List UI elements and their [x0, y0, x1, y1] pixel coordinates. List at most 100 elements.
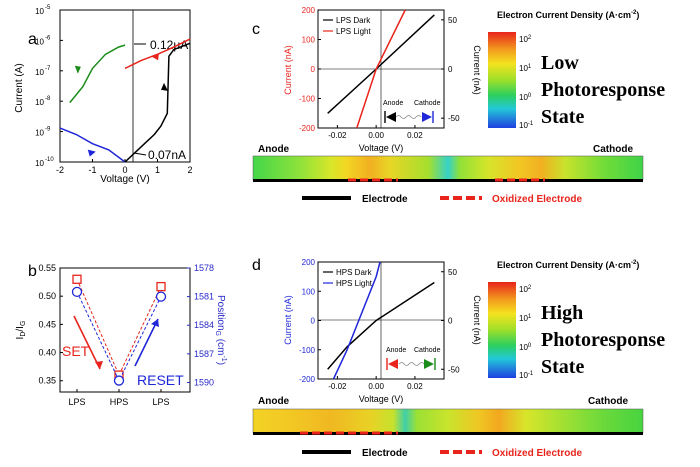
panel-a-ytick-exp-2: -7: [45, 66, 51, 72]
panel-c-ytick-left-label-1: 100: [302, 36, 316, 45]
panel-a-xtick-label-2: 0: [122, 165, 127, 175]
panel-a-xtick-label-1: -1: [88, 165, 96, 175]
panel-d-colorbar-title: Electron Current Density (A·cm-2): [497, 260, 639, 270]
panel-b-ytick-left-label-3: 0.40: [38, 348, 56, 358]
panel-d-cbar-tick-3: 10-1: [519, 371, 534, 380]
panel-d-current-density-map: [252, 408, 644, 434]
panel-b-ytick-right-label-2: 1584: [194, 320, 214, 330]
panel-label-d: d: [252, 257, 261, 274]
panel-a-ytick-label-5: 10: [35, 159, 44, 168]
panel-d-wire-icon: [398, 362, 425, 366]
panel-c-cathode-diode-icon: [422, 112, 432, 122]
panel-a-frame: [59, 9, 191, 163]
panel-a-ytick-label-2: 10: [35, 68, 44, 77]
panel-b-ytick-left-label-1: 0.50: [38, 291, 56, 301]
panel-d-ytick-left-label-0: 200: [302, 258, 316, 267]
panel-d-ytick-left-label-2: 0: [311, 317, 316, 326]
panel-b-ytick-right-label-4: 1590: [194, 377, 214, 387]
panel-d-ytick-right-label-0: 50: [448, 268, 457, 277]
panel-a-annotation-high: 0.12μA: [150, 38, 188, 52]
panel-c-ylabel-right: Current (nA): [472, 45, 482, 95]
panel-c-colorbar-ticks: 102 101 100 10-1: [519, 35, 534, 130]
panel-c-strip-anode: Anode: [258, 144, 290, 155]
panel-c-wire-icon: [395, 115, 422, 119]
panel-label-c: c: [252, 21, 260, 38]
panel-d-state-line-2: Photoresponse: [541, 329, 665, 351]
panel-d-cbar-tick-1: 101: [519, 314, 532, 323]
panel-d-state-line-3: State: [541, 356, 584, 378]
panel-d-strip-anode: Anode: [258, 396, 290, 407]
panel-c-ytick-left-label-0: 200: [302, 6, 316, 15]
panel-c-inset-device: Anode Cathode: [383, 100, 441, 123]
panel-label-a: a: [28, 31, 37, 48]
panel-a-series-2: [59, 127, 126, 163]
panel-a-plot: [59, 9, 191, 163]
panel-c-legend-oxidized: Oxidized Electrode: [492, 194, 582, 205]
panel-d-ytick-left-label-4: -200: [299, 375, 316, 384]
panel-c-inset-cathode: Cathode: [414, 100, 441, 107]
panel-c-cbar-tick-3: 10-1: [519, 121, 534, 130]
panel-b-marker-circle-2: [155, 291, 167, 302]
panel-b-set-arrowhead: [95, 361, 103, 369]
panel-a-ytick-label-1: 10: [35, 37, 44, 46]
panel-b-reset-arrowhead: [151, 319, 159, 327]
panel-c-state-line-1: Low: [541, 52, 579, 74]
panel-b-marker-square-2: [156, 281, 166, 292]
panel-d-inset-cathode: Cathode: [414, 347, 441, 354]
panel-b-ytick-left-label-2: 0.45: [38, 319, 56, 329]
panel-c-colorbar-title: Electron Current Density (A·cm-2): [497, 10, 639, 20]
panel-d-ytick-right-label-2: -50: [448, 365, 460, 374]
panel-d-xtick-label-2: 0.02: [407, 382, 423, 391]
panel-d-colorbar: [488, 282, 516, 378]
panel-c-xlabel: Voltage (V): [359, 143, 404, 153]
panel-c-ytick-right-label-2: -50: [448, 114, 460, 123]
panel-c-series-1: [356, 9, 406, 129]
panel-c-state-line-2: Photoresponse: [541, 79, 665, 101]
panel-b-ytick-right-label-1: 1581: [194, 292, 214, 302]
panel-a-ytick-exp-5: -10: [45, 157, 54, 163]
panel-d-cbar-tick-2: 100: [519, 343, 532, 352]
panel-d-xlabel: Voltage (V): [359, 394, 404, 404]
panel-a-pointer-low: [133, 152, 147, 156]
panel-a-arrow-green: [74, 65, 81, 74]
panel-d-legend-light: HPS Light: [336, 279, 373, 288]
panel-a-ytick-label-3: 10: [35, 98, 44, 107]
panel-c-state-line-3: State: [541, 106, 584, 128]
panel-c-ytick-left-label-3: -100: [299, 95, 316, 104]
panel-a-arrow-red: [151, 53, 159, 61]
panel-c-current-density-map: [252, 155, 644, 181]
panel-d-inset-device: Anode Cathode: [386, 347, 441, 370]
panel-b-reset-label: RESET: [137, 372, 184, 388]
panel-a-annotation-low: 0.07nA: [148, 148, 186, 162]
panel-c-xtick-label-0: -0.02: [328, 131, 347, 140]
panel-d-xtick-label-1: 0.00: [368, 382, 384, 391]
panel-a-series-1: [69, 44, 126, 104]
panel-d-xtick-label-0: -0.02: [328, 382, 347, 391]
panel-c-legend-dark: LPS Dark: [336, 16, 371, 25]
panel-c-inset-anode: Anode: [383, 100, 403, 107]
panel-a-series-3: [124, 42, 191, 163]
panel-a-arrow-black: [161, 82, 168, 91]
panel-a-ylabel: Current (A): [14, 63, 25, 112]
panel-d-legend-dark: HPS Dark: [336, 268, 373, 277]
panel-a-ytick-exp-4: -9: [45, 127, 51, 133]
panel-c-substrate-line: [253, 179, 643, 182]
panel-a-ytick-exp-0: -5: [45, 5, 51, 11]
panel-d-series-1: [332, 261, 381, 380]
panel-d-substrate-line: [253, 432, 643, 435]
panel-a-ytick-exp-3: -8: [45, 96, 51, 102]
panel-d-cbar-tick-0: 102: [519, 285, 532, 294]
panel-b-xtick-label-1: HPS: [110, 397, 129, 407]
panel-b-xtick-label-0: LPS: [68, 397, 85, 407]
panel-b-ytick-right-label-0: 1578: [194, 263, 214, 273]
panel-d-series-0: [327, 281, 435, 370]
panel-b-xtick-label-2: LPS: [152, 397, 169, 407]
panel-b-ytick-left-label-4: 0.35: [38, 376, 56, 386]
panel-c-ytick-right-label-1: 0: [448, 65, 453, 74]
panel-d-ylabel-right: Current (nA): [472, 295, 482, 345]
panel-c-legend-electrode: Electrode: [362, 194, 408, 205]
panel-label-b: b: [28, 263, 37, 280]
panel-c-xtick-label-2: 0.02: [407, 131, 423, 140]
panel-b-ytick-right-label-3: 1587: [194, 349, 214, 359]
panel-b-set-arrow: [73, 315, 101, 370]
